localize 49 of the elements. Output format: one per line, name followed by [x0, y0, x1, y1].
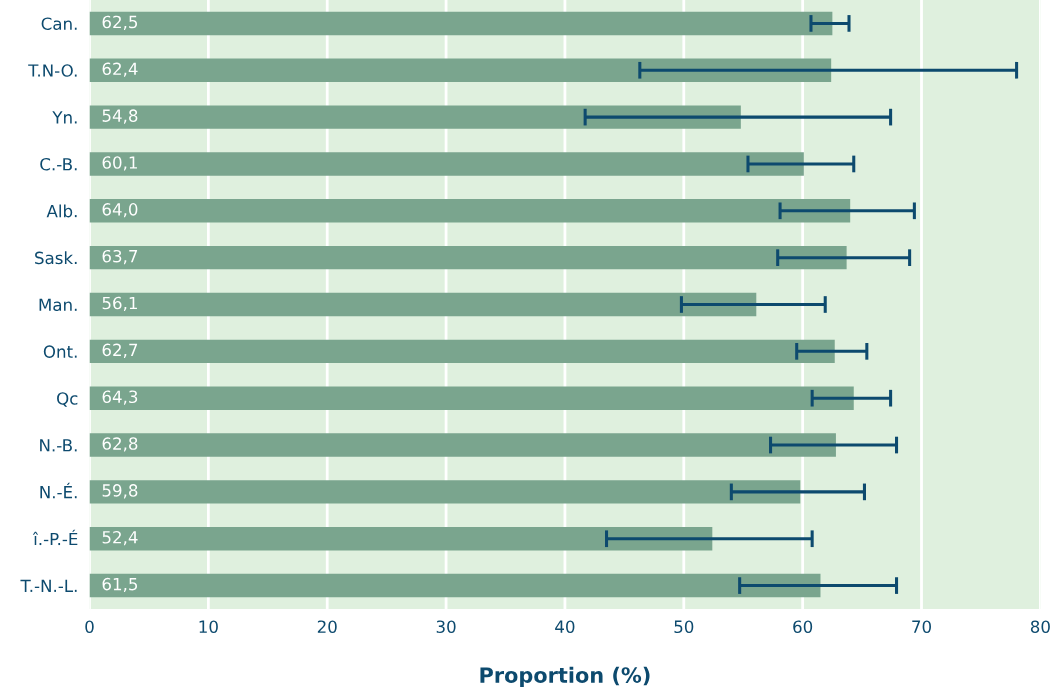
x-tick-label: 40 — [555, 620, 575, 634]
y-tick-label: î.-P.-É — [32, 529, 78, 546]
data-label: 60,1 — [102, 156, 137, 171]
y-tick-label: Qc — [57, 392, 78, 407]
y-tick-label: Sask. — [35, 251, 77, 265]
data-label: 56,1 — [102, 296, 137, 312]
y-tick-label: Can. — [41, 17, 77, 30]
x-tick-label: 80 — [1030, 620, 1050, 634]
y-tick-label: T.N-O. — [28, 64, 77, 77]
data-label: 62,5 — [102, 15, 138, 30]
y-tick-label: Alb. — [46, 204, 77, 218]
y-tick-label: T.-N.-L. — [20, 579, 77, 592]
x-tick-label: 0 — [85, 620, 94, 634]
data-label: 62,8 — [102, 437, 138, 452]
y-tick-label: C.-B. — [40, 157, 77, 171]
bar — [89, 339, 835, 364]
bar — [89, 386, 854, 410]
x-tick-label: 10 — [199, 620, 218, 634]
data-label: 59,8 — [102, 484, 138, 499]
x-axis-title: Proportion (%) — [480, 666, 650, 687]
x-tick-label: 30 — [436, 620, 456, 634]
data-label: 62,7 — [102, 343, 138, 358]
data-label: 64,3 — [102, 390, 138, 405]
data-label: 62,4 — [102, 62, 138, 77]
bar — [89, 527, 713, 551]
bar — [89, 433, 836, 457]
bar — [89, 199, 851, 223]
y-tick-label: N.-B. — [40, 439, 77, 452]
data-label: 63,7 — [102, 249, 138, 265]
x-tick-label: 70 — [912, 620, 931, 634]
bar — [89, 152, 804, 176]
x-tick-label: 50 — [674, 620, 694, 634]
bar — [89, 11, 833, 36]
x-tick-label: 20 — [317, 620, 337, 634]
y-tick-label: Ont. — [43, 345, 77, 358]
bar — [89, 245, 847, 270]
bar — [89, 573, 821, 598]
bar — [89, 292, 757, 317]
y-tick-label: N.-É. — [40, 482, 77, 499]
data-label: 54,8 — [102, 109, 138, 124]
y-tick-label: Man. — [39, 298, 77, 312]
bar — [89, 105, 741, 129]
data-label: 64,0 — [102, 203, 138, 218]
y-tick-label: Yn. — [52, 111, 77, 124]
data-label: 52,4 — [102, 530, 138, 546]
bar — [89, 58, 832, 82]
data-label: 61,5 — [102, 577, 138, 593]
bar — [89, 480, 801, 504]
x-tick-label: 60 — [793, 620, 813, 634]
